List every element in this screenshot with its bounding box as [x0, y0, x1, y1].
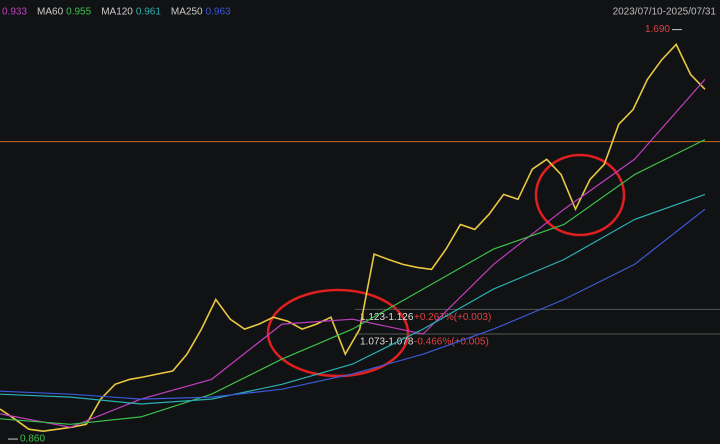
legend-value: 0.933: [2, 7, 27, 18]
legend-name: MA60: [37, 7, 64, 18]
legend-name: MA250: [171, 7, 203, 18]
legend-value: 0.955: [66, 7, 91, 18]
price-change-label: +0.267%(+0.003): [414, 312, 491, 323]
price-range-label: 1.073-1.078: [360, 337, 414, 348]
price-range-label: 1.123-1.126: [360, 312, 414, 323]
legend-value: 0.961: [136, 7, 161, 18]
highlight-circle: [534, 153, 626, 237]
series-line: [0, 43, 706, 433]
series-line: [0, 208, 706, 400]
series-line: [0, 193, 706, 405]
min-label: 0.860: [20, 434, 45, 444]
series-line: [0, 139, 706, 425]
max-label: 1.690: [645, 24, 670, 35]
price-change-label: -0.466%(+0.005): [414, 337, 489, 348]
legend-name: MA120: [101, 7, 133, 18]
series-line: [0, 79, 706, 428]
highlight-circle: [266, 288, 410, 378]
date-range: 2023/07/10-2025/07/31: [613, 7, 717, 18]
legend-value: 0.963: [206, 7, 231, 18]
